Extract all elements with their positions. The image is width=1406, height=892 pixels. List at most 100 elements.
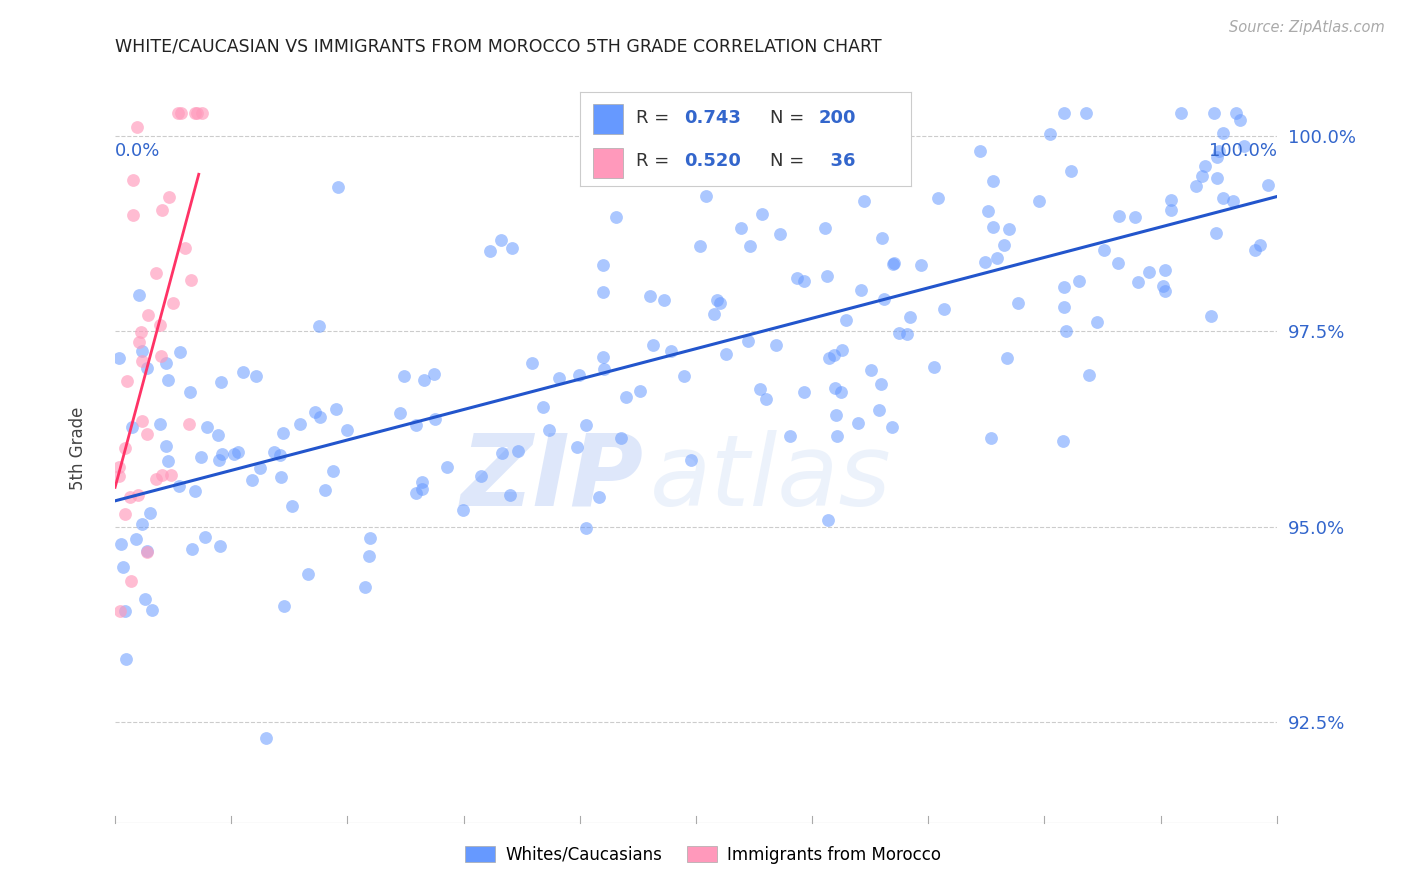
Point: [314, 483, 336, 497]
Point: [882, 257, 904, 271]
Point: [786, 270, 808, 285]
Point: [120, 574, 142, 588]
Point: [392, 368, 415, 383]
Point: [998, 221, 1021, 235]
Point: [270, 470, 292, 484]
Point: [191, 105, 214, 120]
Point: [112, 559, 135, 574]
Point: [170, 105, 193, 120]
Point: [638, 288, 661, 302]
Point: [134, 591, 156, 606]
Point: [1123, 210, 1146, 224]
Point: [880, 420, 903, 434]
Point: [128, 334, 150, 349]
Point: [269, 448, 291, 462]
Point: [575, 521, 598, 535]
Point: [737, 334, 759, 348]
Point: [405, 486, 427, 500]
Point: [308, 409, 330, 424]
Text: ZIP: ZIP: [461, 430, 644, 527]
Point: [932, 301, 955, 316]
Point: [139, 506, 162, 520]
Point: [135, 426, 157, 441]
Point: [1206, 150, 1229, 164]
Point: [859, 363, 882, 377]
Point: [155, 356, 177, 370]
Point: [672, 368, 695, 383]
Point: [910, 258, 932, 272]
Point: [1053, 280, 1076, 294]
Point: [107, 351, 129, 365]
Point: [927, 191, 949, 205]
Point: [824, 381, 846, 395]
Point: [817, 351, 839, 365]
Point: [125, 533, 148, 547]
Point: [977, 203, 1000, 218]
Point: [470, 469, 492, 483]
Point: [412, 373, 434, 387]
Point: [689, 238, 711, 252]
Point: [160, 468, 183, 483]
Point: [499, 488, 522, 502]
Point: [1249, 237, 1271, 252]
Point: [1170, 105, 1192, 120]
Point: [288, 417, 311, 432]
Point: [150, 467, 173, 482]
Point: [157, 454, 180, 468]
Point: [765, 338, 787, 352]
Point: [1154, 284, 1177, 298]
Point: [1076, 105, 1098, 120]
Point: [118, 490, 141, 504]
Point: [1160, 193, 1182, 207]
Point: [547, 371, 569, 385]
Point: [122, 208, 145, 222]
Point: [751, 207, 773, 221]
Point: [1232, 139, 1254, 153]
Point: [149, 417, 172, 431]
Point: [1160, 202, 1182, 217]
Point: [1107, 256, 1129, 270]
Point: [1185, 178, 1208, 193]
Point: [588, 490, 610, 504]
Point: [209, 375, 232, 389]
Point: [993, 238, 1015, 252]
Point: [423, 412, 446, 426]
Point: [249, 460, 271, 475]
Point: [593, 362, 616, 376]
Point: [353, 580, 375, 594]
Point: [823, 348, 845, 362]
Point: [1225, 105, 1247, 120]
Point: [297, 567, 319, 582]
Point: [228, 445, 250, 459]
Point: [127, 488, 149, 502]
Point: [830, 385, 852, 400]
Point: [995, 351, 1018, 365]
Point: [872, 292, 894, 306]
Point: [491, 446, 513, 460]
Point: [887, 326, 910, 340]
Point: [922, 360, 945, 375]
Point: [208, 452, 231, 467]
Point: [245, 368, 267, 383]
Point: [1205, 226, 1227, 240]
Point: [388, 406, 411, 420]
Point: [1257, 178, 1279, 193]
Point: [232, 365, 254, 379]
Point: [157, 373, 180, 387]
Point: [730, 220, 752, 235]
Point: [186, 105, 208, 120]
Point: [211, 447, 233, 461]
Point: [423, 368, 446, 382]
Point: [129, 325, 152, 339]
Point: [273, 425, 295, 440]
Point: [1222, 194, 1244, 208]
Point: [136, 360, 159, 375]
Point: [322, 464, 344, 478]
Point: [1212, 126, 1234, 140]
Point: [125, 120, 148, 134]
Point: [208, 539, 231, 553]
Point: [162, 296, 184, 310]
Point: [190, 450, 212, 464]
Point: [592, 350, 614, 364]
Point: [195, 420, 218, 434]
